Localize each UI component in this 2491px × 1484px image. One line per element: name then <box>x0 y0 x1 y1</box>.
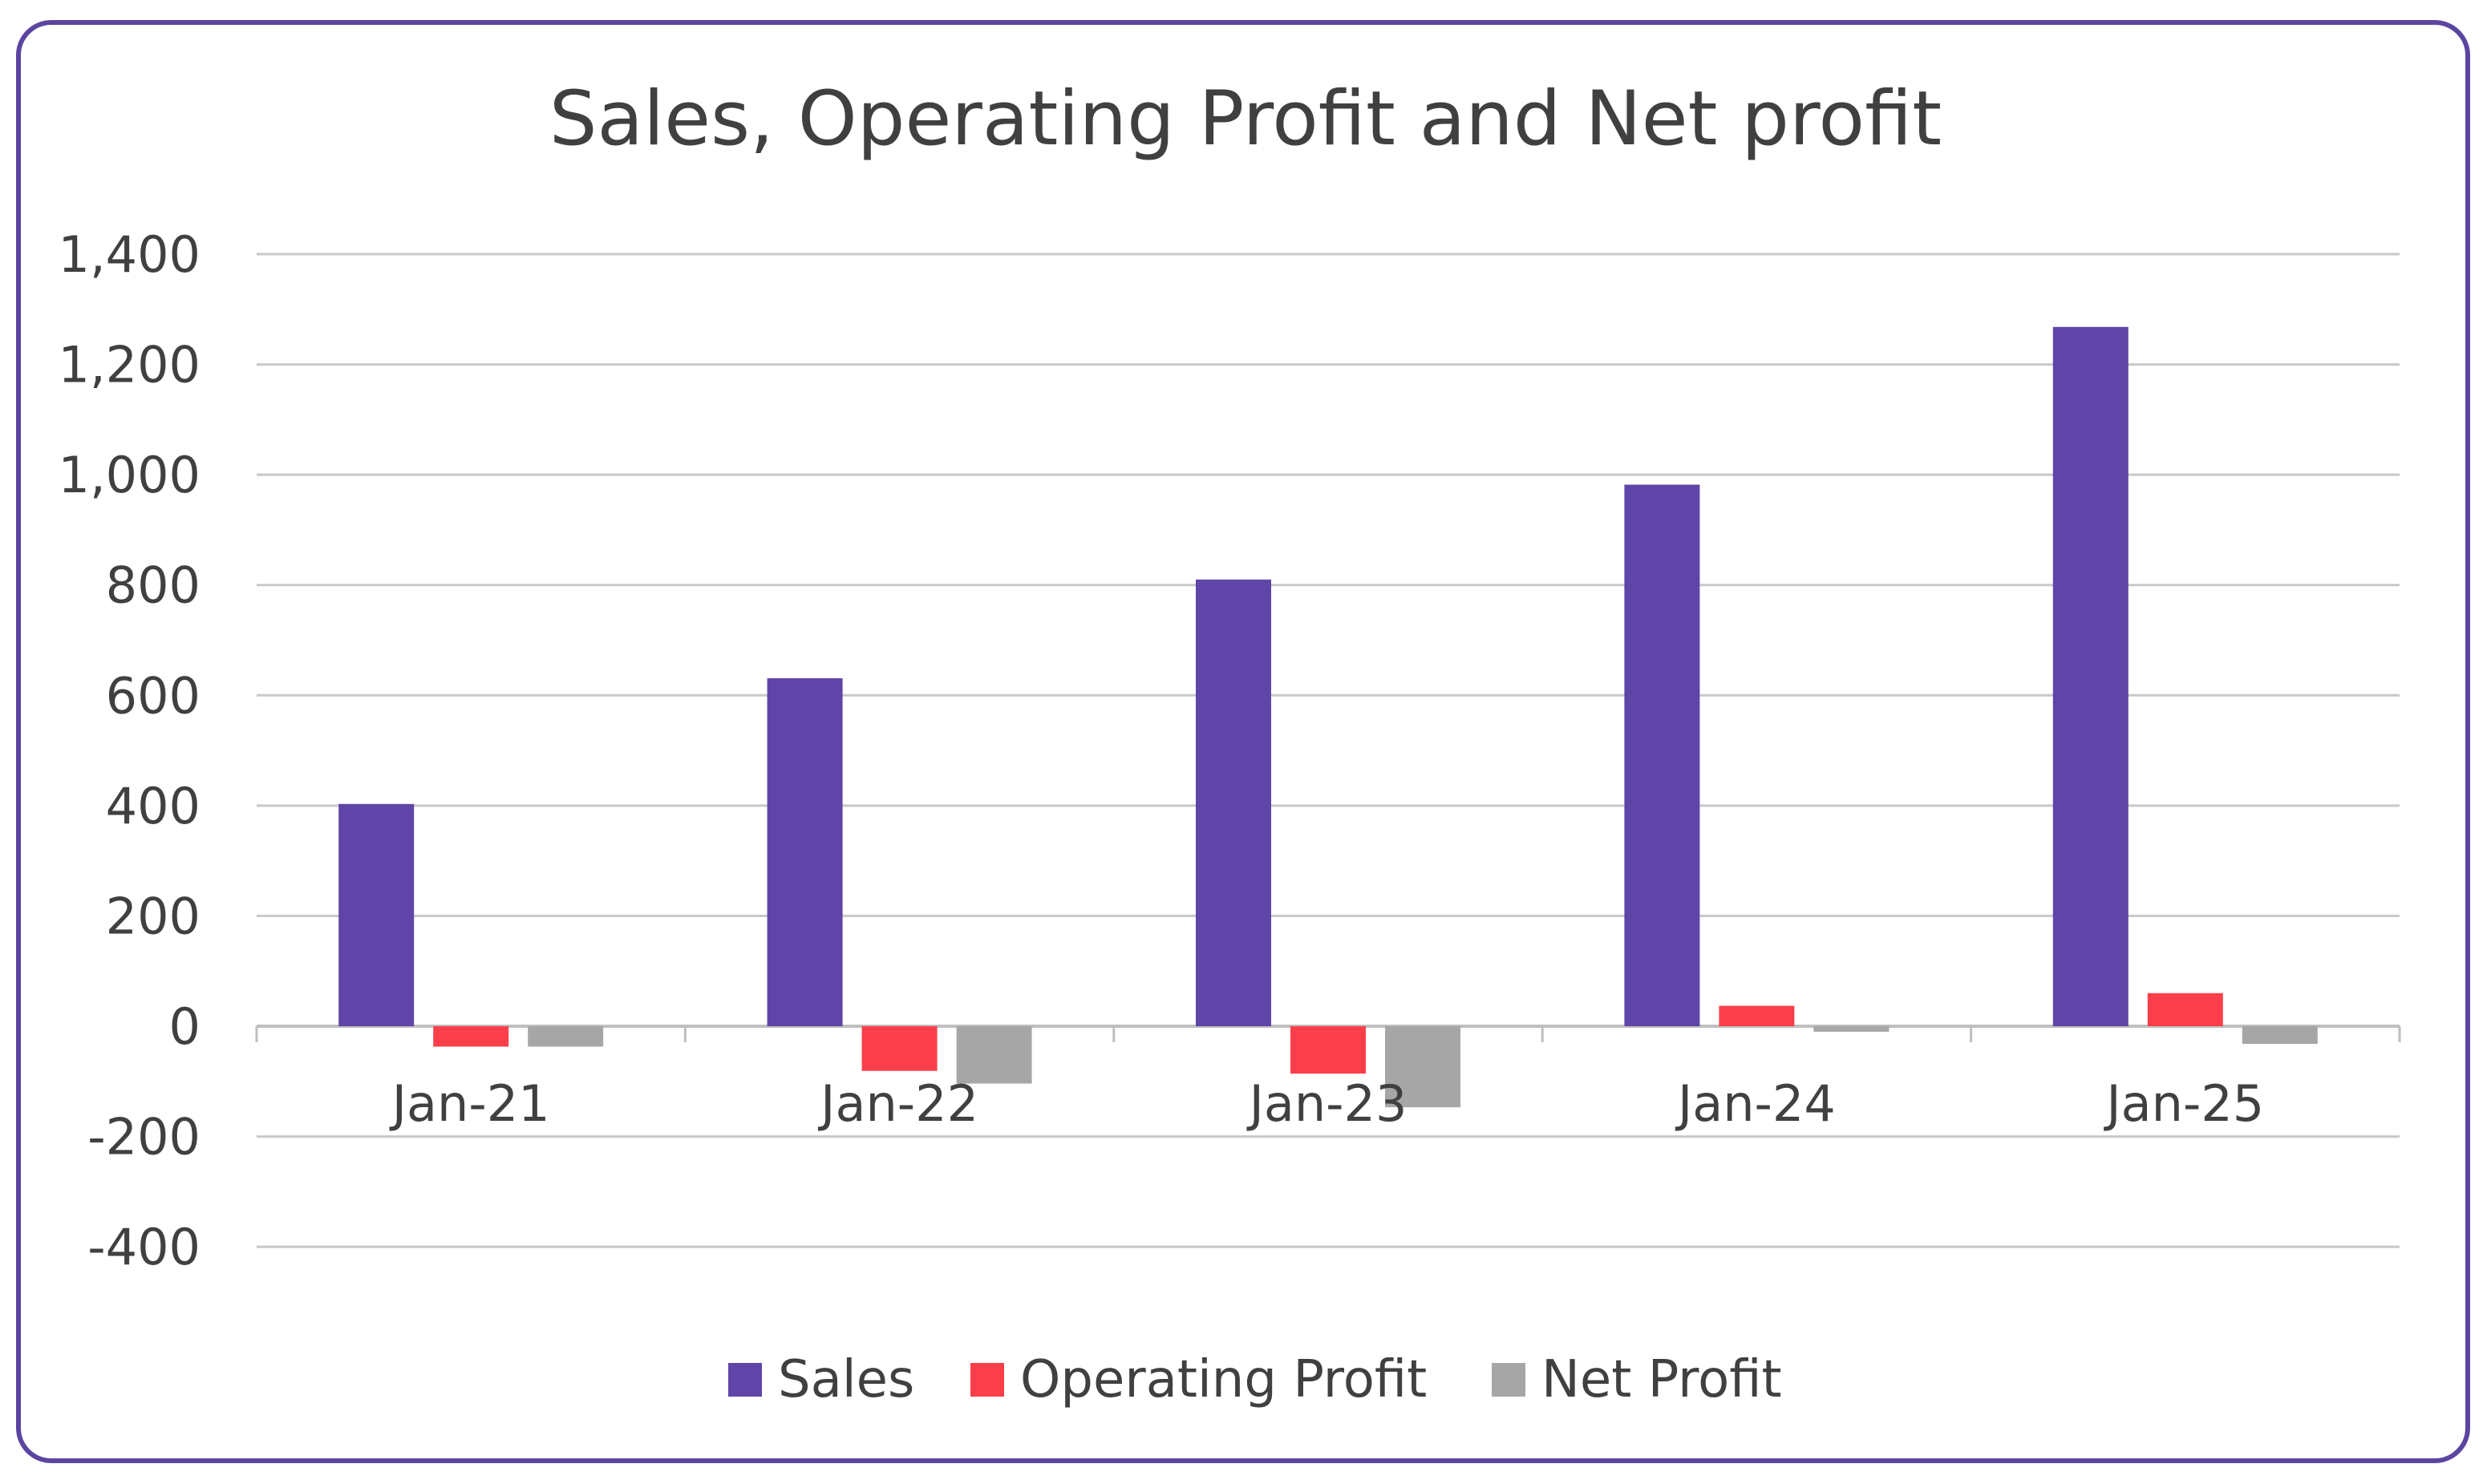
x-tick-label: Jan-23 <box>1246 1074 1408 1133</box>
bar-operating-profit <box>1290 1026 1366 1074</box>
y-tick-label: 200 <box>106 887 200 945</box>
y-tick-label: -200 <box>87 1108 200 1167</box>
bar-net-profit <box>956 1026 1032 1084</box>
y-tick-label: 1,000 <box>59 446 201 504</box>
x-tick-label: Jan-25 <box>2103 1074 2264 1133</box>
y-tick-label: 1,200 <box>59 336 201 394</box>
bar-net-profit <box>528 1026 604 1047</box>
bar-sales <box>2052 326 2128 1027</box>
y-tick-label: 600 <box>106 666 200 725</box>
legend-swatch <box>1492 1363 1525 1397</box>
y-tick-label: 400 <box>106 777 200 835</box>
legend-label: Net Profit <box>1541 1350 1782 1409</box>
bar-net-profit <box>1813 1026 1890 1032</box>
y-tick-label: -400 <box>87 1218 200 1276</box>
bar-operating-profit <box>1719 1005 1795 1026</box>
bar-net-profit <box>1385 1026 1460 1108</box>
y-tick-label: 800 <box>106 556 200 615</box>
bar-net-profit <box>2242 1026 2318 1045</box>
y-tick-label: 0 <box>169 997 200 1056</box>
bar-operating-profit <box>861 1026 938 1071</box>
legend-label: Sales <box>778 1350 914 1409</box>
x-tick-label: Jan-21 <box>389 1074 550 1133</box>
legend-swatch <box>728 1363 762 1397</box>
bar-sales <box>1624 484 1700 1026</box>
y-tick-label: 1,400 <box>59 225 201 284</box>
chart-title: Sales, Operating Profit and Net profit <box>549 75 1942 163</box>
bar-sales <box>767 677 843 1026</box>
x-tick-label: Jan-22 <box>817 1074 978 1133</box>
bar-sales <box>1196 579 1271 1026</box>
x-tick-label: Jan-24 <box>1675 1074 1836 1133</box>
bar-operating-profit <box>2147 993 2223 1026</box>
chart-frame <box>16 20 2470 1463</box>
bar-sales <box>338 803 415 1026</box>
bar-operating-profit <box>433 1026 509 1047</box>
legend-label: Operating Profit <box>1020 1350 1427 1409</box>
legend-swatch <box>970 1363 1004 1397</box>
